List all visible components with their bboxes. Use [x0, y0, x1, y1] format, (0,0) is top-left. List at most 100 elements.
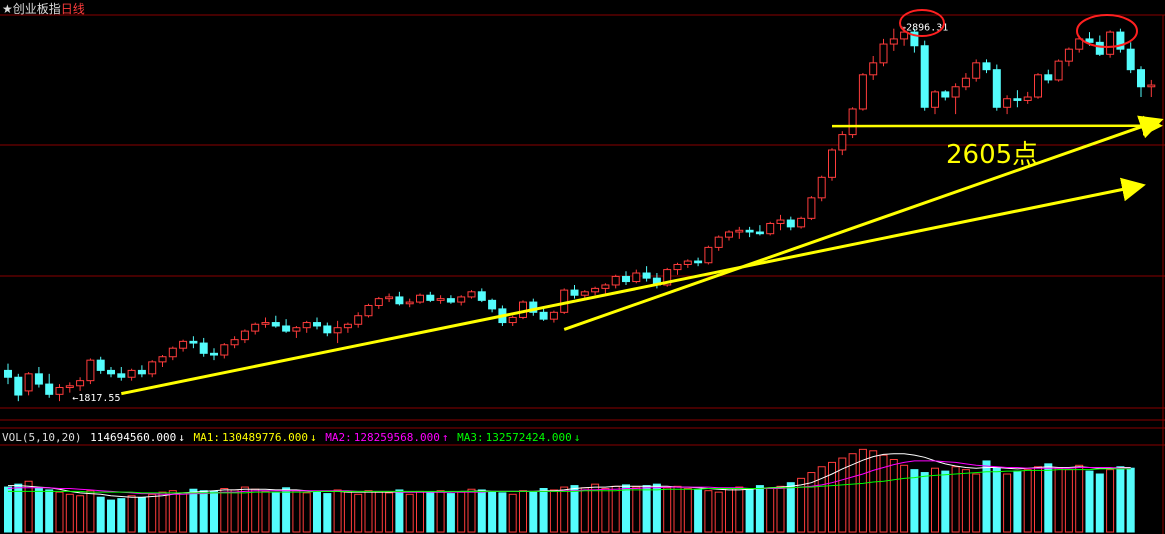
- volume-bar: [663, 487, 672, 533]
- ma1-arrow-icon: ↓: [310, 431, 317, 444]
- chart-title: ★创业板指日线: [2, 0, 85, 17]
- volume-bar: [889, 459, 898, 533]
- volume-bar: [76, 495, 85, 533]
- volume-bar: [1126, 467, 1135, 533]
- candle-body: [395, 296, 404, 305]
- volume-bar: [632, 486, 641, 533]
- trend-line-short: [563, 115, 1164, 331]
- volume-bar: [45, 489, 54, 533]
- candle-body: [549, 311, 558, 320]
- volume-bar: [14, 483, 23, 533]
- volume-bar: [992, 467, 1001, 533]
- volume-bar: [611, 485, 620, 533]
- candle-body: [282, 325, 291, 332]
- candle-body: [1054, 60, 1063, 81]
- candle-body: [776, 219, 785, 224]
- volume-bar: [1054, 467, 1063, 533]
- volume-bar: [477, 489, 486, 533]
- candle-body: [168, 347, 177, 358]
- candle-body: [488, 299, 497, 310]
- volume-bar: [591, 483, 600, 533]
- candle-body: [199, 342, 208, 354]
- candle-body: [786, 219, 795, 228]
- volume-bar: [179, 492, 188, 533]
- candle-body: [14, 376, 23, 396]
- volume-bar: [755, 485, 764, 533]
- candle-body: [642, 272, 651, 279]
- period-label[interactable]: 日线: [60, 2, 85, 16]
- candle-body: [828, 149, 836, 178]
- vol-indicator-label[interactable]: VOL(5,10,20): [2, 431, 82, 444]
- top-circle-right: [1076, 14, 1138, 48]
- candle-body: [230, 339, 239, 346]
- volume-bar: [343, 491, 352, 533]
- candle-body: [889, 38, 898, 45]
- candle-body: [529, 301, 538, 313]
- candle-body: [446, 298, 455, 303]
- candle-body: [570, 289, 579, 296]
- candle-body: [982, 62, 991, 71]
- volume-ma-lines: [7, 453, 1131, 498]
- candle-body: [148, 361, 157, 375]
- candle-body: [580, 291, 589, 296]
- volume-bar: [560, 486, 569, 533]
- volume-bar: [622, 484, 630, 533]
- volume-bar: [704, 490, 713, 533]
- volume-bar: [1085, 470, 1094, 533]
- volume-bar: [457, 491, 466, 533]
- candle-body: [34, 373, 43, 385]
- candle-body: [622, 275, 630, 283]
- candle-body: [313, 322, 321, 327]
- volume-bar: [1023, 469, 1032, 533]
- candle-body: [76, 380, 85, 387]
- candle-body: [766, 222, 775, 235]
- candle-body: [1064, 48, 1073, 62]
- volume-bar: [931, 467, 939, 533]
- volume-bar: [364, 490, 373, 533]
- volume-bar: [766, 487, 775, 533]
- volume-bar: [982, 460, 991, 533]
- candle-body: [158, 356, 167, 363]
- volume-bar: [519, 490, 527, 533]
- volume-bar: [879, 454, 888, 533]
- volume-bar: [838, 457, 847, 533]
- volume-bar: [385, 492, 394, 533]
- volume-bar: [869, 450, 878, 533]
- candle-body: [1023, 96, 1032, 101]
- candle-body: [96, 359, 105, 371]
- candle-body: [323, 325, 332, 334]
- candle-body: [220, 344, 229, 356]
- volume-bar: [230, 489, 239, 533]
- volume-bar: [374, 491, 383, 533]
- volume-bar: [313, 490, 321, 533]
- trend-lines: [121, 115, 1164, 396]
- candle-body: [271, 322, 280, 327]
- volume-bar: [271, 492, 280, 533]
- volume-bar: [529, 491, 538, 533]
- candle-body: [611, 275, 620, 286]
- volume-bar: [652, 483, 661, 533]
- volume-bar: [446, 493, 455, 533]
- candle-body: [333, 327, 342, 334]
- level-2605-label: 2605点: [946, 140, 1038, 170]
- volume-bar: [4, 486, 12, 533]
- ma3-value: 132572424.000: [485, 431, 572, 444]
- candle-body: [1095, 41, 1104, 55]
- candle-body: [292, 327, 301, 332]
- volume-bar: [745, 488, 754, 533]
- volume-bar: [24, 480, 33, 533]
- candle-body: [858, 74, 867, 110]
- candle-body: [663, 269, 672, 286]
- candlestick-series: [4, 26, 1156, 402]
- candle-body: [45, 383, 54, 395]
- trend-line-long: [121, 177, 1146, 396]
- grid-lines: [0, 14, 1165, 534]
- vol-value: 114694560.000: [90, 431, 177, 444]
- volume-bar: [807, 472, 816, 533]
- volume-bar: [900, 464, 909, 533]
- volume-bar: [549, 489, 558, 533]
- volume-bar: [240, 486, 249, 533]
- volume-bar: [1044, 463, 1053, 533]
- volume-bar: [467, 488, 476, 533]
